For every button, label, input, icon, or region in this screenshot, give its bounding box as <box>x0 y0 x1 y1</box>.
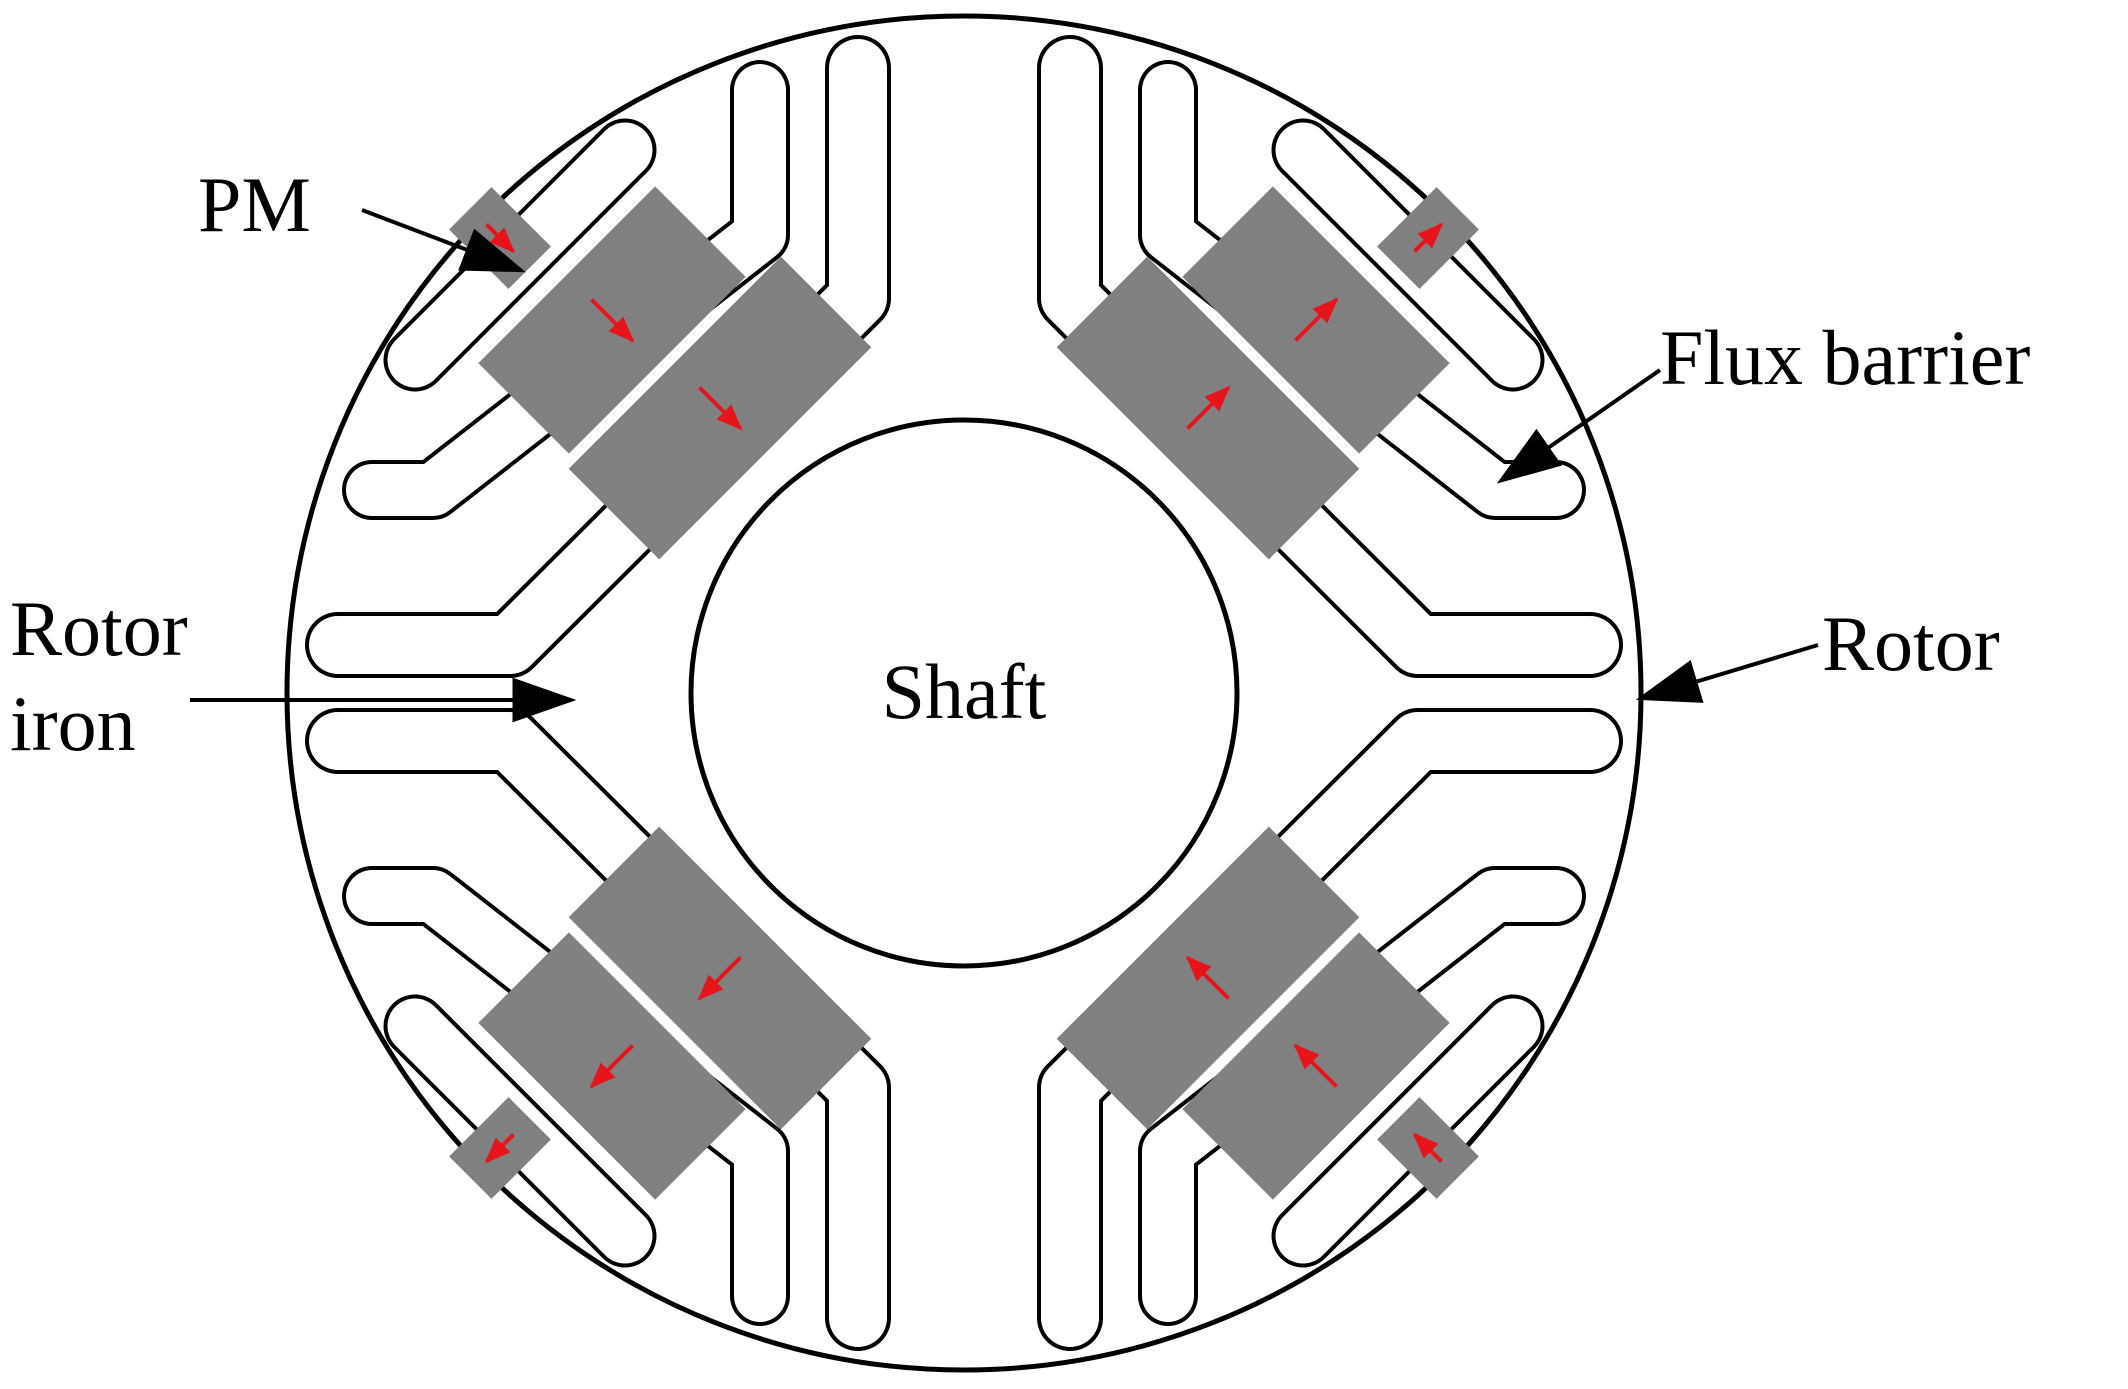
shaft-label: Shaft <box>882 648 1047 735</box>
pm-label: PM <box>198 161 311 248</box>
rotor-callout-arrow <box>1642 645 1818 698</box>
rotor-iron-label-line1: Rotor <box>10 585 188 672</box>
rotor-pole-top-left <box>338 68 871 645</box>
rotor-label: Rotor <box>1822 600 2000 687</box>
flux-barrier-label: Flux barrier <box>1660 314 2030 401</box>
rotor-pole-top-right <box>1057 68 1590 645</box>
rotor-pole-bottom-left <box>338 741 871 1318</box>
rotor-iron-label-line2: iron <box>10 680 136 767</box>
rotor-pole-bottom-right <box>1057 741 1590 1318</box>
